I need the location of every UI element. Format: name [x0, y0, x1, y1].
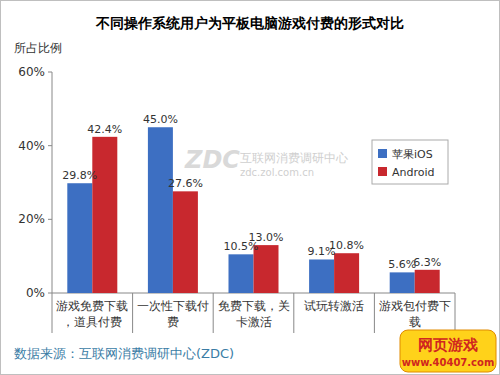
x-tick-label-line: 游戏免费下载	[56, 299, 128, 313]
x-tick-label: 免费下载，关卡激活	[218, 299, 290, 329]
data-label: 6.3%	[413, 256, 441, 269]
bar	[173, 191, 198, 293]
title: 不同操作系统用户为平板电脑游戏付费的形式对比	[95, 15, 404, 31]
y-tick-label: 0%	[26, 286, 45, 300]
y-tick	[48, 293, 52, 294]
x-tick-label: 游戏包付费下载	[379, 299, 451, 329]
x-tick-label-line: 一次性下载付	[137, 299, 209, 313]
x-tick-label-line: 载	[409, 315, 421, 329]
bar	[148, 127, 173, 293]
logo-text: 网页游戏	[418, 336, 478, 354]
y-tick	[48, 145, 52, 146]
legend	[372, 140, 448, 184]
category-separator	[213, 293, 214, 333]
data-label: 10.8%	[329, 239, 364, 252]
y-tick-label: 60%	[18, 65, 45, 79]
bar	[67, 183, 92, 293]
bar	[309, 259, 334, 293]
legend-label: Android	[392, 166, 435, 179]
category-separator	[293, 293, 294, 333]
data-label: 13.0%	[249, 231, 284, 244]
legend-swatch	[378, 149, 387, 158]
bar	[92, 137, 117, 293]
legend-label: 苹果iOS	[392, 148, 433, 161]
category-separator	[52, 293, 53, 333]
y-tick	[48, 72, 52, 73]
data-label: 42.4%	[87, 123, 122, 136]
category-separator	[132, 293, 133, 333]
category-separator	[455, 293, 456, 333]
y-axis	[52, 72, 53, 293]
data-label: 45.0%	[143, 113, 178, 126]
background	[1, 1, 500, 375]
bar	[229, 254, 254, 293]
watermark: zdc.zol.com.cn	[240, 167, 314, 178]
x-tick-label-line: 卡激活	[236, 315, 272, 329]
x-tick-label-line: ，道具付费	[62, 315, 122, 329]
y-axis-label: 所占比例	[14, 41, 62, 55]
bars	[67, 127, 439, 293]
data-label: 5.6%	[388, 258, 416, 271]
source: 数据来源：互联网消费调研中心(ZDC)	[14, 346, 234, 361]
bar	[334, 253, 359, 293]
legend-swatch	[378, 167, 387, 176]
bar	[415, 270, 440, 293]
watermark: 互联网消费调研中心	[240, 151, 348, 165]
chart: 不同操作系统用户为平板电脑游戏付费的形式对比所占比例 ZDC互联网消费调研中心 zd…	[0, 0, 500, 375]
data-label: 27.6%	[168, 177, 203, 190]
x-tick-label-line: 免费下载，关	[218, 299, 290, 313]
x-tick-label-line: 费	[167, 315, 179, 329]
watermark: ZDC	[184, 146, 240, 174]
logo-url: www.40407.com	[402, 357, 495, 368]
y-tick-label: 20%	[18, 212, 45, 226]
x-tick-label: 游戏免费下载 ，道具付费	[56, 299, 128, 329]
bar	[390, 272, 415, 293]
x-tick-label-line: 试玩转激活	[304, 299, 364, 313]
x-tick-label: 试玩转激活	[304, 299, 364, 313]
category-separator	[374, 293, 375, 333]
x-tick-label-line: 游戏包付费下	[379, 299, 451, 313]
logo	[400, 330, 496, 372]
y-tick	[48, 219, 52, 220]
x-tick-label: 一次性下载付费	[137, 299, 209, 329]
data-label: 29.8%	[62, 169, 97, 182]
y-tick-label: 40%	[18, 139, 45, 153]
